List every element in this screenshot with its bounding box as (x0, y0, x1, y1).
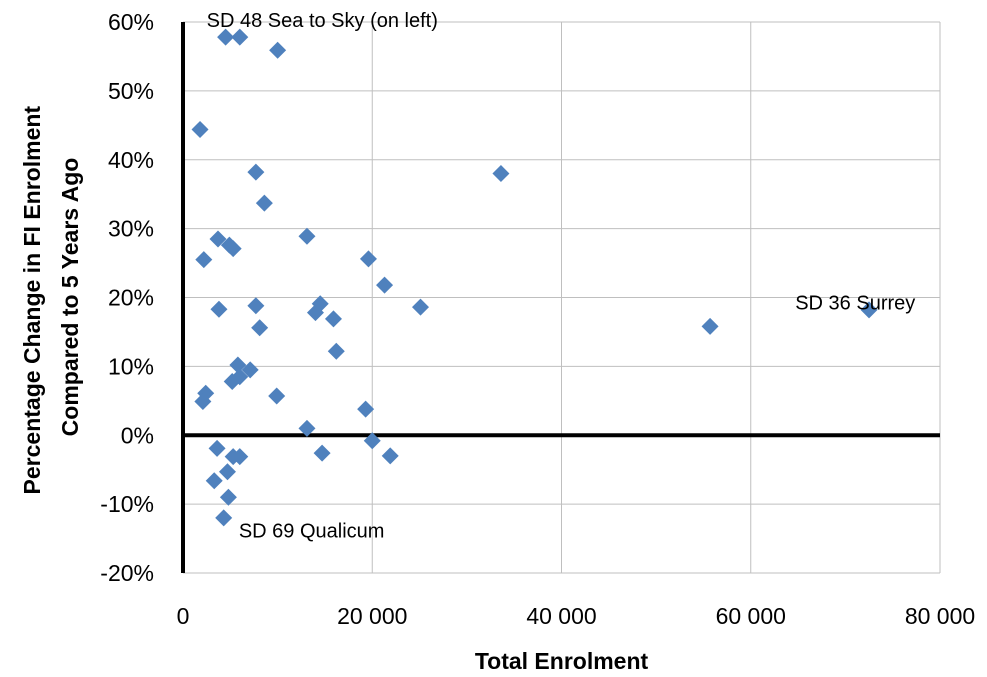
data-point (324, 310, 342, 328)
data-point (231, 28, 249, 46)
data-point (255, 194, 273, 212)
data-point (223, 373, 241, 391)
gridlines (183, 21, 941, 574)
data-point (205, 472, 223, 490)
data-point (251, 319, 269, 337)
data-point (195, 251, 213, 269)
y-axis-title: Percentage Change in FI Enrolment Compar… (19, 100, 83, 495)
y-tick-label: -10% (100, 491, 154, 517)
y-tick-label: 40% (108, 147, 154, 173)
x-tick-label: 40 000 (526, 603, 596, 629)
data-point (231, 448, 249, 466)
data-points (191, 28, 878, 527)
data-point (215, 509, 233, 527)
data-point (229, 356, 247, 374)
data-point (412, 298, 430, 316)
data-point (313, 444, 331, 462)
data-point (359, 250, 377, 268)
data-point (241, 361, 259, 379)
data-point (376, 276, 394, 294)
y-tick-label: 0% (121, 422, 154, 448)
y-tick-label: -20% (100, 560, 154, 586)
y-tick-label: 10% (108, 353, 154, 379)
data-point (492, 165, 510, 183)
x-axis-title: Total Enrolment (475, 648, 649, 674)
data-point (208, 439, 226, 457)
data-point (363, 432, 381, 450)
data-point (191, 120, 209, 138)
data-point (219, 488, 237, 506)
x-tick-label: 80 000 (905, 603, 975, 629)
data-point (381, 447, 399, 465)
data-point (210, 300, 228, 318)
data-point (357, 400, 375, 418)
data-point (269, 41, 287, 59)
x-tick-label: 0 (177, 603, 190, 629)
x-tick-label: 60 000 (716, 603, 786, 629)
y-axis-title-line-1: Percentage Change in FI Enrolment (19, 106, 45, 495)
annotation-label: SD 48 Sea to Sky (on left) (207, 10, 438, 32)
data-point (194, 393, 212, 411)
y-tick-label: 20% (108, 285, 154, 311)
data-point (247, 163, 265, 181)
x-tick-label: 20 000 (337, 603, 407, 629)
data-point (217, 28, 235, 46)
y-tick-label: 60% (108, 9, 154, 35)
data-point (327, 342, 345, 360)
data-point (218, 463, 236, 481)
data-point (306, 304, 324, 322)
annotation-label: SD 36 Surrey (795, 292, 915, 314)
data-point (247, 297, 265, 315)
data-point (268, 387, 286, 405)
data-point (224, 240, 242, 258)
data-point (298, 419, 316, 437)
y-axis-title-line-2: Compared to 5 Years Ago (57, 158, 83, 437)
data-point (298, 227, 316, 245)
data-point (209, 230, 227, 248)
annotation-label: SD 69 Qualicum (239, 520, 385, 542)
y-tick-label: 30% (108, 216, 154, 242)
tick-labels: -20% -10% 0% 10% 20% 30% 40% 50% 60% 0 20 000 40 00… (100, 9, 975, 629)
y-tick-label: 50% (108, 78, 154, 104)
data-point (701, 317, 719, 335)
axes (181, 22, 940, 573)
annotations: SD 48 Sea to Sky (on left) SD 36 Surrey SD… (207, 10, 916, 542)
data-point (860, 301, 878, 319)
